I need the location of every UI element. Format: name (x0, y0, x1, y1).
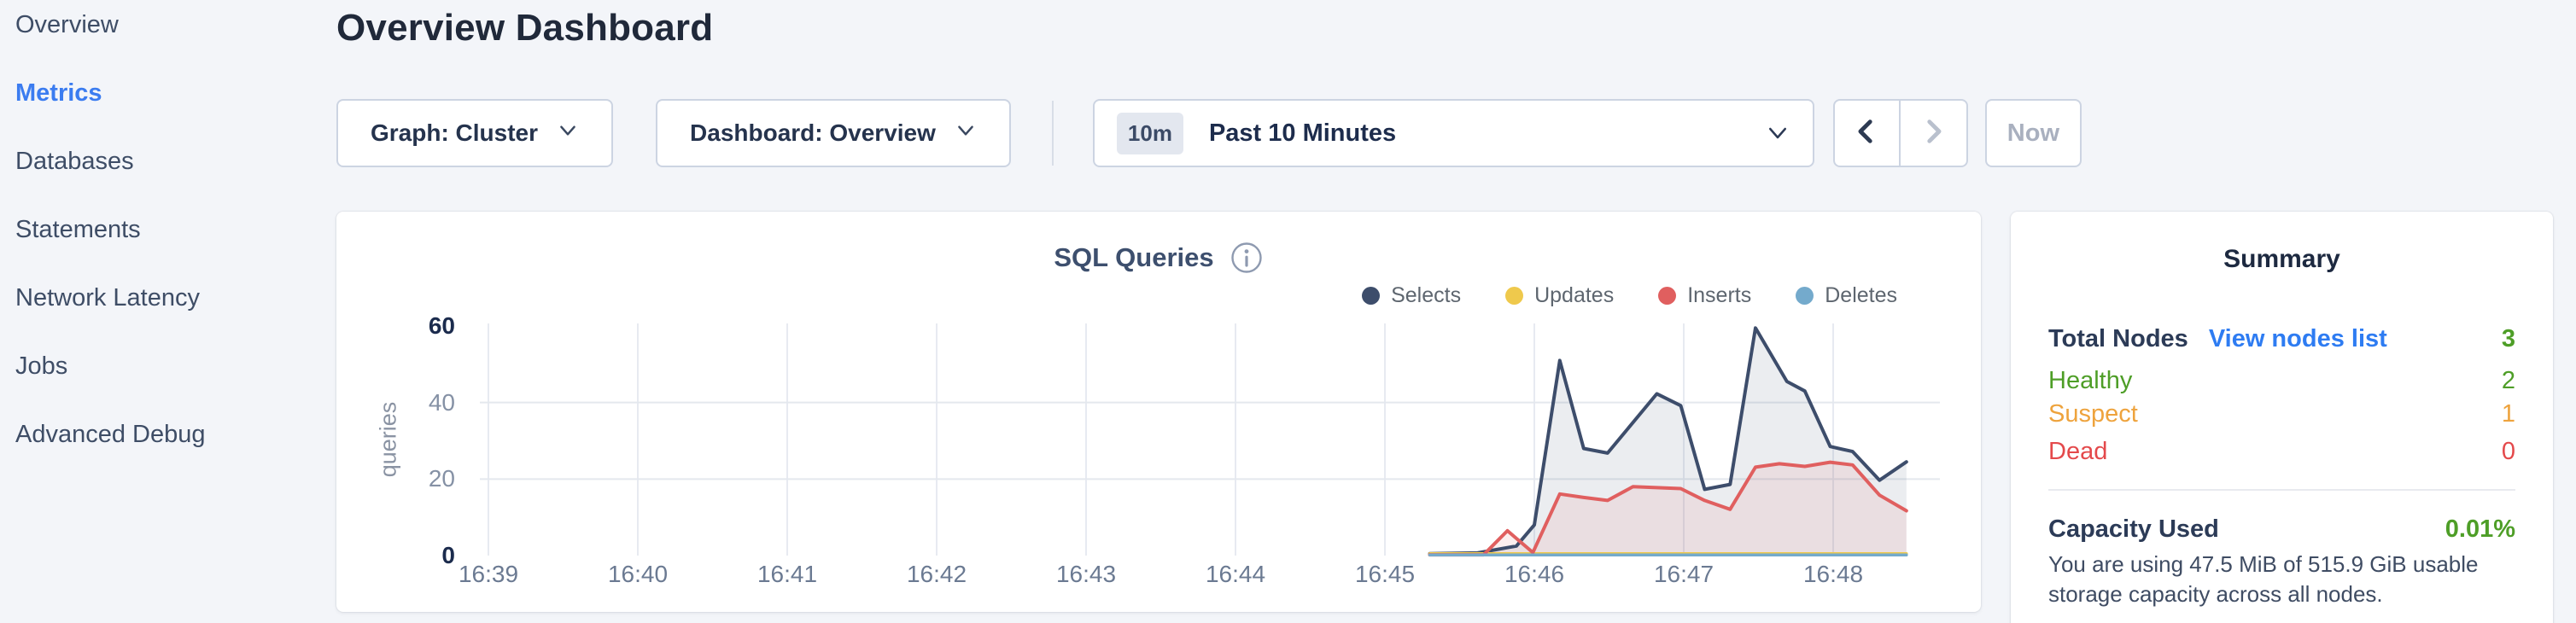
dashboard-dropdown-label: Dashboard: Overview (690, 119, 936, 146)
chevron-down-icon (1765, 120, 1790, 146)
y-tick-label: 40 (428, 388, 455, 416)
total-nodes-value: 3 (2501, 325, 2515, 352)
dead-nodes-row: Dead 0 (2048, 436, 2515, 467)
time-step-back-button[interactable] (1835, 101, 1901, 166)
x-tick-label: 16:45 (1354, 561, 1416, 587)
capacity-used-row: Capacity Used 0.01% (2048, 514, 2515, 544)
capacity-used-label: Capacity Used (2048, 515, 2219, 543)
legend-item-selects[interactable]: Selects (1362, 283, 1461, 308)
status-value: 2 (2501, 367, 2515, 394)
chevron-right-icon (1919, 117, 1948, 150)
time-step-buttons (1832, 99, 1968, 167)
x-tick-label: 16:46 (1504, 561, 1565, 587)
sidebar-item-jobs[interactable]: Jobs (15, 352, 68, 380)
status-value: 1 (2501, 400, 2515, 428)
chart-title-row: SQL Queries (336, 241, 1981, 275)
controls-divider (1051, 101, 1054, 166)
chevron-down-icon (955, 119, 977, 148)
y-tick-label: 0 (441, 542, 455, 568)
legend-label: Selects (1391, 283, 1462, 307)
y-tick-label: 20 (428, 465, 455, 492)
legend-item-inserts[interactable]: Inserts (1658, 283, 1751, 308)
summary-title: Summary (2223, 245, 2340, 273)
chart-legend: Selects Updates Inserts Deletes (1362, 283, 1897, 308)
suspect-nodes-row: Suspect 1 (2048, 399, 2515, 429)
time-step-forward-button[interactable] (1901, 101, 1966, 166)
status-label: Healthy (2048, 367, 2133, 394)
time-range-dropdown[interactable]: 10m Past 10 Minutes (1092, 99, 1814, 167)
total-nodes-label: Total Nodes (2048, 325, 2188, 352)
x-tick-label: 16:43 (1055, 561, 1117, 587)
legend-dot-icon (1505, 287, 1524, 305)
legend-label: Updates (1534, 283, 1615, 307)
sidebar-item-databases[interactable]: Databases (15, 148, 134, 175)
y-tick-label: 60 (428, 312, 455, 340)
legend-dot-icon (1658, 287, 1677, 305)
time-range-badge: 10m (1116, 112, 1183, 154)
status-label: Suspect (2048, 400, 2138, 428)
summary-panel: Summary Total Nodes View nodes list 3 He… (2011, 212, 2553, 623)
view-nodes-list-link[interactable]: View nodes list (2208, 325, 2387, 352)
sidebar-item-network-latency[interactable]: Network Latency (15, 284, 200, 312)
graph-scope-label: Graph: Cluster (371, 119, 539, 146)
info-icon[interactable] (1230, 241, 1264, 275)
chevron-left-icon (1852, 117, 1881, 150)
x-tick-label: 16:42 (906, 561, 967, 587)
legend-dot-icon (1796, 287, 1814, 305)
page-title: Overview Dashboard (336, 7, 714, 49)
summary-divider (2048, 489, 2515, 491)
status-value: 0 (2501, 438, 2515, 465)
x-tick-label: 16:39 (458, 561, 519, 587)
legend-label: Inserts (1687, 283, 1752, 307)
capacity-used-value: 0.01% (2445, 515, 2515, 543)
x-tick-label: 16:48 (1802, 561, 1864, 587)
chevron-down-icon (557, 119, 579, 148)
sql-queries-chart-panel: SQL Queries Selects Updates Inserts Deletes… (336, 212, 1981, 612)
legend-item-deletes[interactable]: Deletes (1796, 283, 1897, 308)
legend-label: Deletes (1825, 283, 1897, 307)
total-nodes-row: Total Nodes View nodes list 3 (2048, 323, 2515, 354)
chart-title: SQL Queries (1054, 242, 1214, 272)
dashboard-dropdown[interactable]: Dashboard: Overview (656, 99, 1011, 167)
x-tick-label: 16:41 (756, 561, 818, 587)
legend-dot-icon (1362, 287, 1381, 305)
now-button[interactable]: Now (1984, 99, 2082, 167)
capacity-description: You are using 47.5 MiB of 515.9 GiB usab… (2048, 551, 2479, 607)
sidebar-item-advanced-debug[interactable]: Advanced Debug (15, 421, 206, 448)
sidebar-item-statements[interactable]: Statements (15, 216, 141, 243)
x-tick-label: 16:47 (1653, 561, 1714, 587)
x-tick-label: 16:44 (1205, 561, 1266, 587)
healthy-nodes-row: Healthy 2 (2048, 365, 2515, 396)
dashboard-controls: Graph: Cluster Dashboard: Overview 10m P… (336, 99, 2082, 167)
x-tick-label: 16:40 (607, 561, 669, 587)
sidebar-nav: Overview Metrics Databases Statements Networ… (0, 0, 333, 469)
time-range-label: Past 10 Minutes (1208, 119, 1397, 147)
graph-scope-dropdown[interactable]: Graph: Cluster (336, 99, 614, 167)
sidebar-item-overview[interactable]: Overview (15, 11, 119, 38)
sql-queries-plot (480, 323, 1940, 557)
legend-item-updates[interactable]: Updates (1505, 283, 1614, 308)
status-label: Dead (2048, 438, 2108, 465)
sidebar-item-metrics[interactable]: Metrics (15, 79, 102, 107)
